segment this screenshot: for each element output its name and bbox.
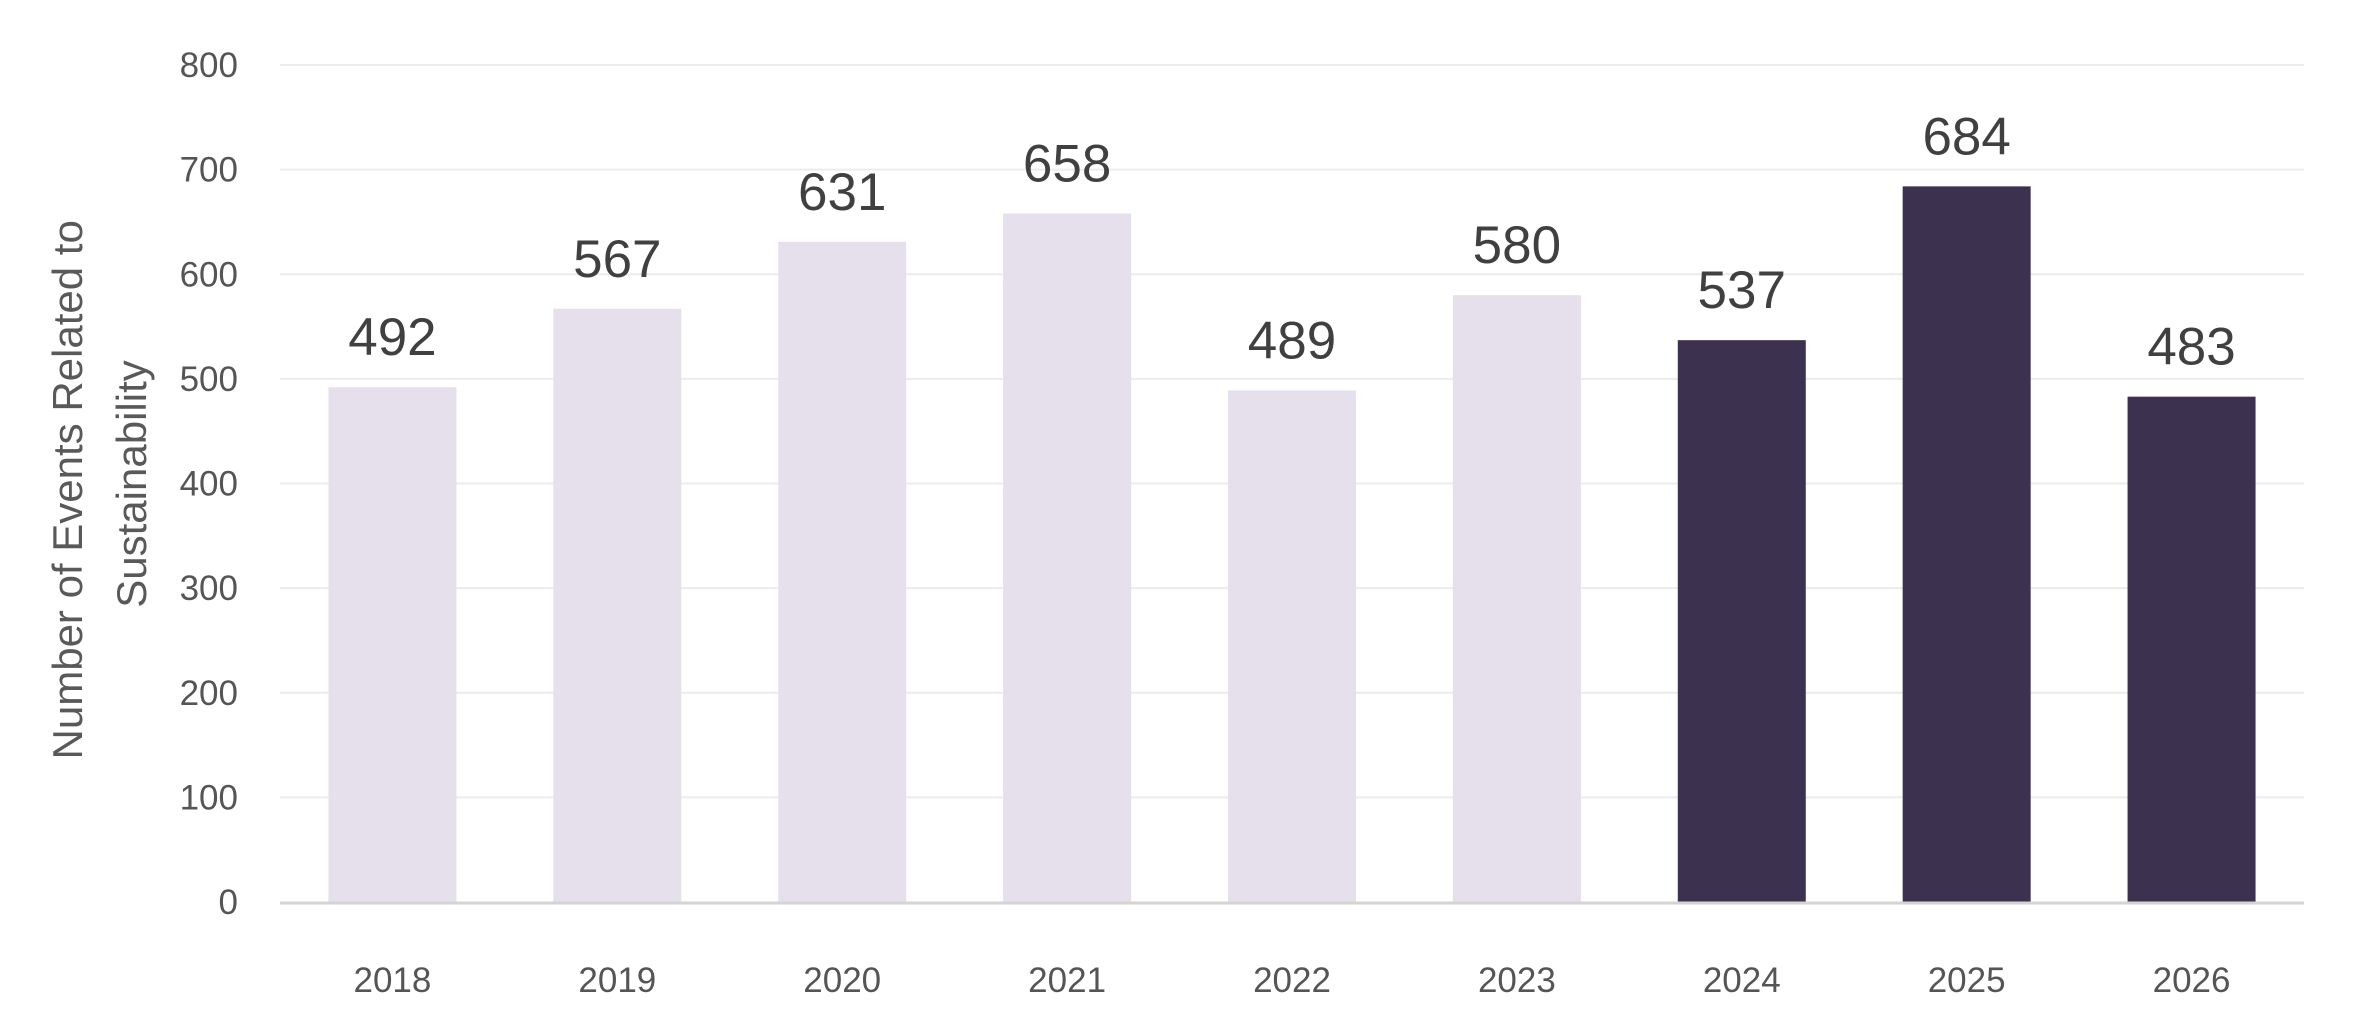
x-tick-label-2023: 2023	[1478, 961, 1556, 1000]
y-axis-title: Number of Events Related to Sustainabili…	[44, 209, 155, 760]
bar-2024	[1677, 340, 1806, 902]
bars	[328, 186, 2256, 903]
y-tick-label: 600	[180, 255, 238, 294]
y-axis-title-line-1: Number of Events Related to	[44, 220, 91, 759]
bar-2025	[1902, 186, 2031, 903]
y-tick-label: 300	[180, 569, 238, 608]
data-label-2023: 580	[1473, 216, 1561, 275]
x-tick-label-2021: 2021	[1028, 961, 1106, 1000]
bar-2023	[1452, 295, 1581, 902]
bar-2018	[328, 387, 457, 902]
data-label-2020: 631	[798, 163, 886, 222]
data-label-2026: 483	[2147, 318, 2235, 377]
data-label-2025: 684	[1922, 107, 2010, 166]
bar-2020	[778, 241, 907, 902]
x-tick-label-2019: 2019	[578, 961, 656, 1000]
x-tick-label-2018: 2018	[354, 961, 432, 1000]
bar-2019	[553, 308, 682, 902]
x-axis-ticks: 2018 2019 2020 2021 2022 2023 2024 2025 2026	[354, 961, 2231, 1000]
x-tick-label-2025: 2025	[1928, 961, 2006, 1000]
bar-2022	[1228, 390, 1356, 902]
bar-2021	[1003, 213, 1132, 902]
data-labels: 492 567 631 658 489 580 537 684 483	[348, 107, 2236, 376]
data-label-2021: 658	[1023, 135, 1111, 194]
x-tick-label-2022: 2022	[1253, 961, 1331, 1000]
x-tick-label-2024: 2024	[1703, 961, 1781, 1000]
y-tick-label: 700	[180, 151, 238, 190]
y-tick-label: 500	[180, 360, 238, 399]
y-tick-label: 100	[180, 778, 238, 817]
y-tick-label: 400	[180, 465, 238, 504]
data-label-2018: 492	[348, 308, 436, 367]
data-label-2019: 567	[573, 230, 661, 289]
y-axis-title-line-2: Sustainability	[108, 360, 155, 607]
x-tick-label-2026: 2026	[2153, 961, 2231, 1000]
x-tick-label-2020: 2020	[803, 961, 881, 1000]
y-tick-label: 200	[180, 674, 238, 713]
data-label-2022: 489	[1248, 311, 1336, 370]
data-label-2024: 537	[1698, 261, 1786, 320]
y-tick-label: 0	[219, 883, 238, 922]
y-axis-ticks: 0 100 200 300 400 500 600 700 800	[180, 46, 238, 922]
y-tick-label: 800	[180, 46, 238, 85]
bar-2026	[2127, 396, 2256, 902]
